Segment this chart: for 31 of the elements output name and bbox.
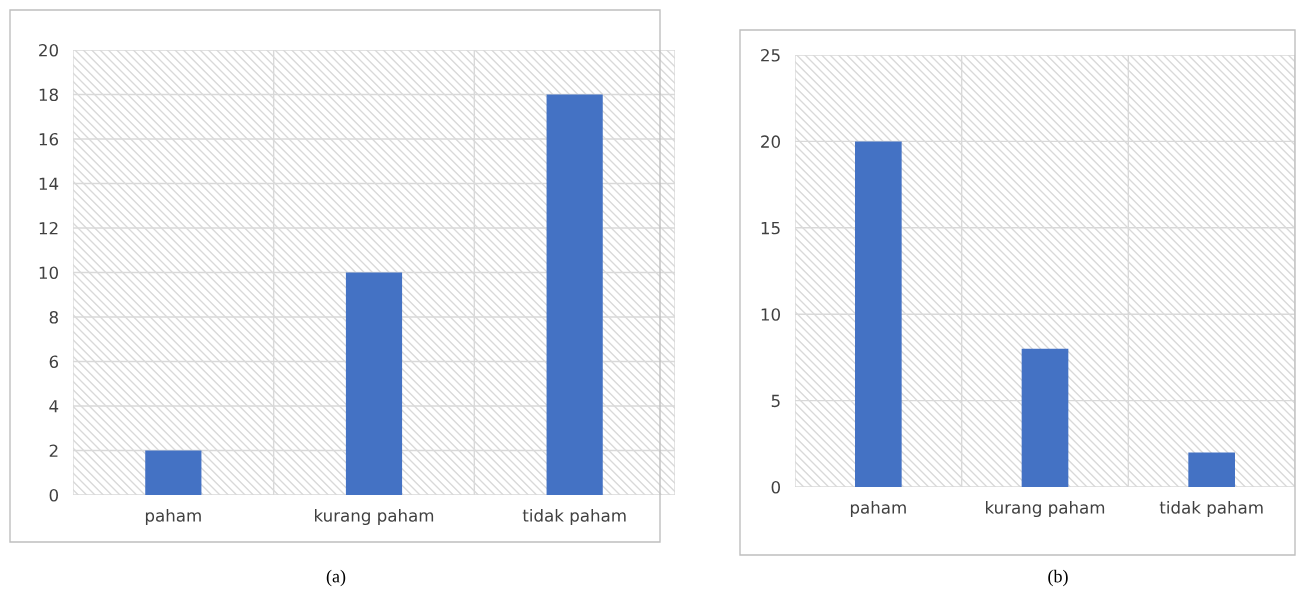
y-tick-label: 0 bbox=[771, 480, 780, 494]
y-tick-label: 2 bbox=[49, 444, 58, 457]
y-tick-label: 6 bbox=[49, 355, 59, 369]
bar bbox=[1021, 348, 1069, 487]
x-tick-label: paham bbox=[850, 500, 906, 518]
y-tick-label: 10 bbox=[761, 308, 780, 321]
x-tick-label: tidak paham bbox=[1159, 500, 1263, 518]
bar bbox=[145, 450, 202, 495]
x-tick-label: kurang paham bbox=[986, 500, 1105, 518]
y-tick-label: 25 bbox=[761, 48, 780, 62]
text: (b) bbox=[1048, 569, 1068, 587]
y-tick-label: 0 bbox=[49, 488, 58, 502]
bar bbox=[1188, 452, 1235, 487]
bar bbox=[546, 94, 603, 495]
bar bbox=[855, 141, 902, 487]
y-tick-label: 14 bbox=[39, 177, 59, 190]
y-tick-label: 12 bbox=[39, 221, 58, 235]
y-tick-label: 10 bbox=[39, 266, 58, 280]
y-tick-label: 8 bbox=[49, 310, 58, 324]
x-tick-label: tidak paham bbox=[522, 508, 626, 526]
y-tick-label: 20 bbox=[761, 135, 780, 148]
y-tick-label: 4 bbox=[49, 400, 59, 413]
y-tick-label: 15 bbox=[761, 221, 780, 235]
y-tick-label: 18 bbox=[39, 88, 58, 102]
y-tick-label: 20 bbox=[39, 43, 58, 57]
x-tick-label: paham bbox=[145, 508, 201, 526]
y-tick-label: 5 bbox=[771, 394, 780, 408]
bar bbox=[345, 272, 403, 495]
y-tick-label: 16 bbox=[39, 132, 59, 146]
text: (a) bbox=[326, 569, 346, 587]
x-tick-label: kurang paham bbox=[315, 508, 434, 526]
